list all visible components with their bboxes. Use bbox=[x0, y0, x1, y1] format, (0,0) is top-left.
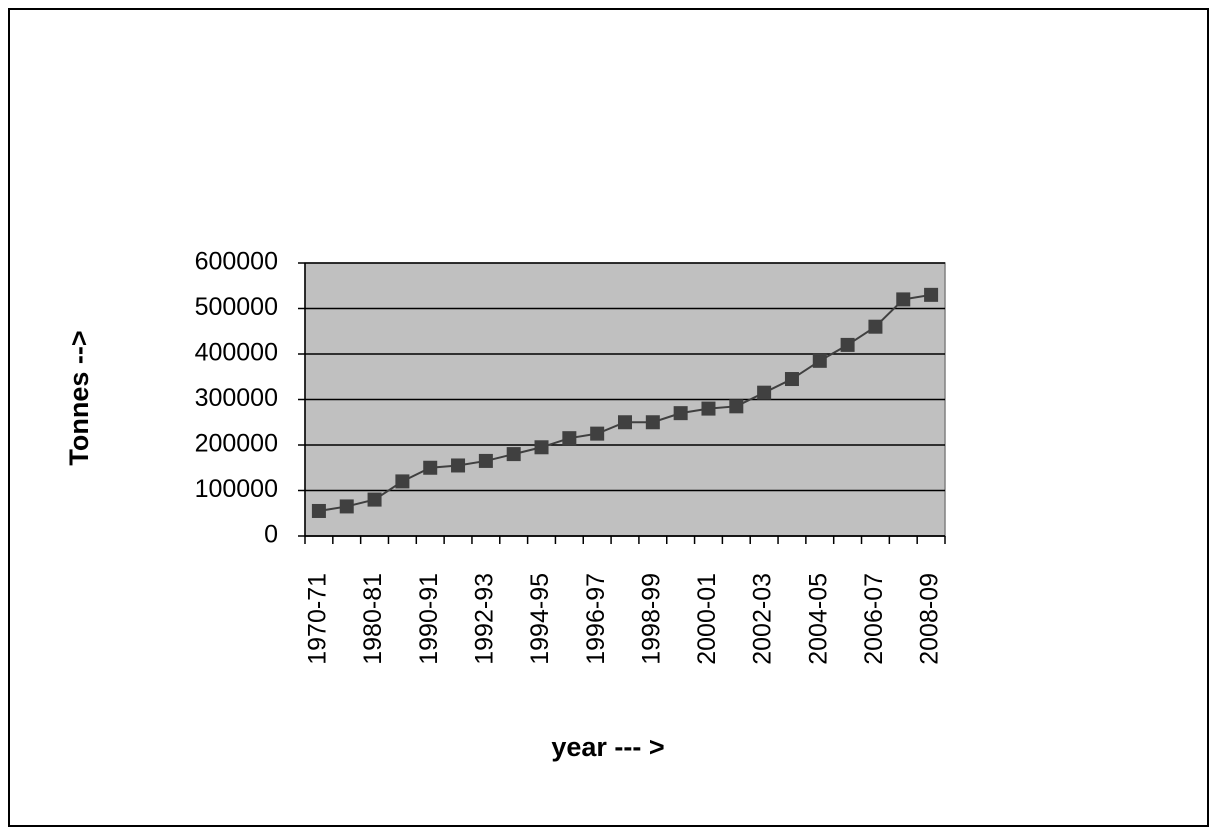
marker bbox=[395, 474, 410, 489]
x-tick-label: 1994-95 bbox=[526, 573, 554, 665]
marker bbox=[701, 401, 716, 416]
marker bbox=[618, 415, 632, 430]
marker bbox=[784, 372, 799, 387]
marker bbox=[367, 492, 382, 507]
y-tick-label: 100000 bbox=[195, 475, 278, 503]
x-tick-label: 2004-05 bbox=[804, 573, 832, 665]
marker bbox=[673, 406, 688, 421]
y-tick-label: 600000 bbox=[195, 248, 278, 276]
x-tick-label: 1992-93 bbox=[470, 573, 498, 665]
y-tick-label: 300000 bbox=[195, 384, 278, 412]
marker bbox=[423, 460, 438, 475]
x-tick-label: 1996-97 bbox=[582, 573, 610, 665]
x-tick-label: 2000-01 bbox=[693, 573, 721, 665]
x-tick-label: 2002-03 bbox=[749, 573, 777, 665]
y-tick-label: 500000 bbox=[195, 293, 278, 321]
x-tick-label: 1980-81 bbox=[359, 573, 387, 665]
marker bbox=[478, 453, 493, 468]
x-tick-label: 1970-71 bbox=[304, 573, 332, 665]
marker bbox=[840, 337, 855, 352]
marker bbox=[534, 440, 549, 455]
y-tick-label: 400000 bbox=[195, 339, 278, 367]
x-tick-label: 2006-07 bbox=[860, 573, 888, 665]
frame bbox=[8, 8, 1209, 827]
marker bbox=[311, 503, 326, 518]
marker bbox=[812, 353, 827, 368]
marker bbox=[645, 415, 660, 430]
y-tick-label: 200000 bbox=[195, 430, 278, 458]
y-tick-label: 0 bbox=[264, 521, 278, 549]
y-axis-title: Tonnes --> bbox=[64, 330, 94, 465]
marker bbox=[868, 319, 883, 334]
x-tick-label: 1998-99 bbox=[637, 573, 665, 665]
marker bbox=[729, 399, 744, 414]
x-tick-label: 2008-09 bbox=[916, 573, 944, 665]
marker bbox=[896, 292, 911, 307]
marker bbox=[562, 431, 577, 446]
marker bbox=[757, 385, 772, 400]
x-tick-label: 1990-91 bbox=[415, 573, 443, 665]
marker bbox=[590, 426, 605, 441]
marker bbox=[451, 458, 466, 473]
x-axis-title: year --- > bbox=[551, 732, 664, 762]
marker bbox=[339, 499, 354, 514]
marker bbox=[924, 287, 939, 302]
marker bbox=[506, 447, 521, 462]
